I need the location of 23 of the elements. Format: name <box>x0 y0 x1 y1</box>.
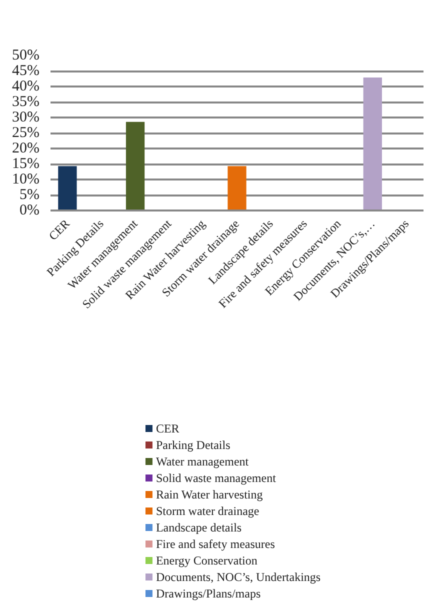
y-tick-label: 40% <box>12 78 40 94</box>
y-tick-label: 0% <box>20 202 40 218</box>
y-tick-label: 15% <box>12 156 40 172</box>
y-tick-label: 5% <box>20 187 40 203</box>
legend-label: Landscape details <box>156 520 242 534</box>
legend-label: Documents, NOC’s, Undertakings <box>156 570 321 584</box>
legend-label: Energy Conservation <box>156 554 258 568</box>
legend-label: Parking Details <box>156 438 231 452</box>
legend-label: Drawings/Plans/maps <box>156 586 261 600</box>
y-tick-label: 50% <box>12 48 40 64</box>
legend-label: Fire and safety measures <box>156 537 276 551</box>
y-tick-label: 30% <box>12 110 40 126</box>
y-tick-label: 20% <box>12 140 40 156</box>
y-tick-label: 45% <box>12 63 40 79</box>
legend-label: Solid waste management <box>156 471 277 485</box>
legend-label: Storm water drainage <box>156 504 260 518</box>
y-tick-label: 35% <box>12 94 40 110</box>
x-tick-label: CER <box>46 216 72 243</box>
y-tick-label: 10% <box>12 172 40 188</box>
y-tick-label: 25% <box>12 125 40 141</box>
legend-label: Water management <box>156 454 250 468</box>
legend-label: CER <box>156 422 180 436</box>
legend-label: Rain Water harvesting <box>156 488 263 502</box>
